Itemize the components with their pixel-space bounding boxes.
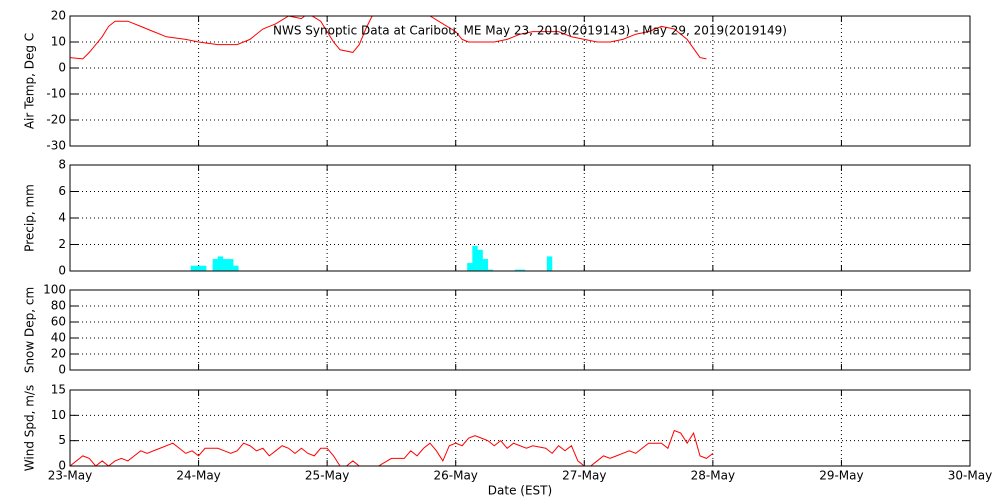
frame (69, 289, 971, 371)
bar (222, 259, 229, 271)
x-tick-label: 27-May (562, 469, 606, 483)
y-tick-label: 15 (51, 383, 66, 397)
bar (190, 265, 197, 271)
y-tick-label: 20 (51, 9, 66, 23)
frame (69, 164, 971, 272)
bar (472, 245, 478, 271)
plot-area (70, 429, 714, 466)
bar (228, 259, 234, 271)
chart-title: NWS Synoptic Data at Caribou, ME May 23,… (273, 24, 787, 38)
bar (233, 265, 239, 271)
line (70, 429, 714, 466)
plot-area (70, 16, 707, 60)
y-tick-label: 10 (51, 408, 66, 422)
y-tick-label: 5 (58, 433, 66, 447)
x-axis-label: Date (EST) (488, 484, 552, 498)
bar (467, 263, 473, 271)
y-tick-label: 80 (51, 299, 66, 313)
bar (217, 256, 224, 271)
y-tick-label: 10 (51, 35, 66, 49)
bar (546, 256, 553, 271)
plot-area (190, 245, 553, 271)
y-tick-label: 4 (58, 211, 66, 225)
bar (201, 265, 207, 271)
y-tick-label: 100 (43, 283, 66, 297)
y-tick-label: -30 (46, 139, 66, 153)
bar (195, 265, 202, 271)
x-tick-label: 23-May (48, 469, 92, 483)
y-tick-label: 60 (51, 315, 66, 329)
bar (519, 269, 526, 271)
bar (514, 269, 521, 271)
x-tick-label: 28-May (691, 469, 735, 483)
y-axis-label: Wind Spd, m/s (23, 385, 37, 471)
y-axis-label: Snow Dep, cm (23, 287, 37, 373)
frame (69, 15, 971, 147)
bar (482, 259, 488, 271)
x-tick-label: 26-May (434, 469, 478, 483)
y-tick-label: 0 (58, 459, 66, 473)
y-tick-label: 40 (51, 331, 66, 345)
y-tick-label: 0 (58, 363, 66, 377)
y-tick-label: 0 (58, 264, 66, 278)
frame (69, 389, 971, 467)
x-tick-label: 24-May (176, 469, 220, 483)
y-tick-label: 8 (58, 158, 66, 172)
x-tick-label: 29-May (819, 469, 863, 483)
x-tick-label: 30-May (948, 469, 992, 483)
y-tick-label: 0 (58, 61, 66, 75)
line (70, 16, 707, 60)
y-tick-label: 6 (58, 184, 66, 198)
y-axis-label: Precip, mm (23, 184, 37, 252)
x-tick-label: 25-May (305, 469, 349, 483)
y-tick-label: -10 (46, 87, 66, 101)
y-axis-label: Air Temp, Deg C (23, 33, 37, 129)
bar (212, 259, 218, 271)
y-tick-label: 2 (58, 237, 66, 251)
y-tick-label: 20 (51, 347, 66, 361)
bar (487, 269, 494, 271)
y-tick-label: -20 (46, 113, 66, 127)
bar (477, 249, 483, 271)
